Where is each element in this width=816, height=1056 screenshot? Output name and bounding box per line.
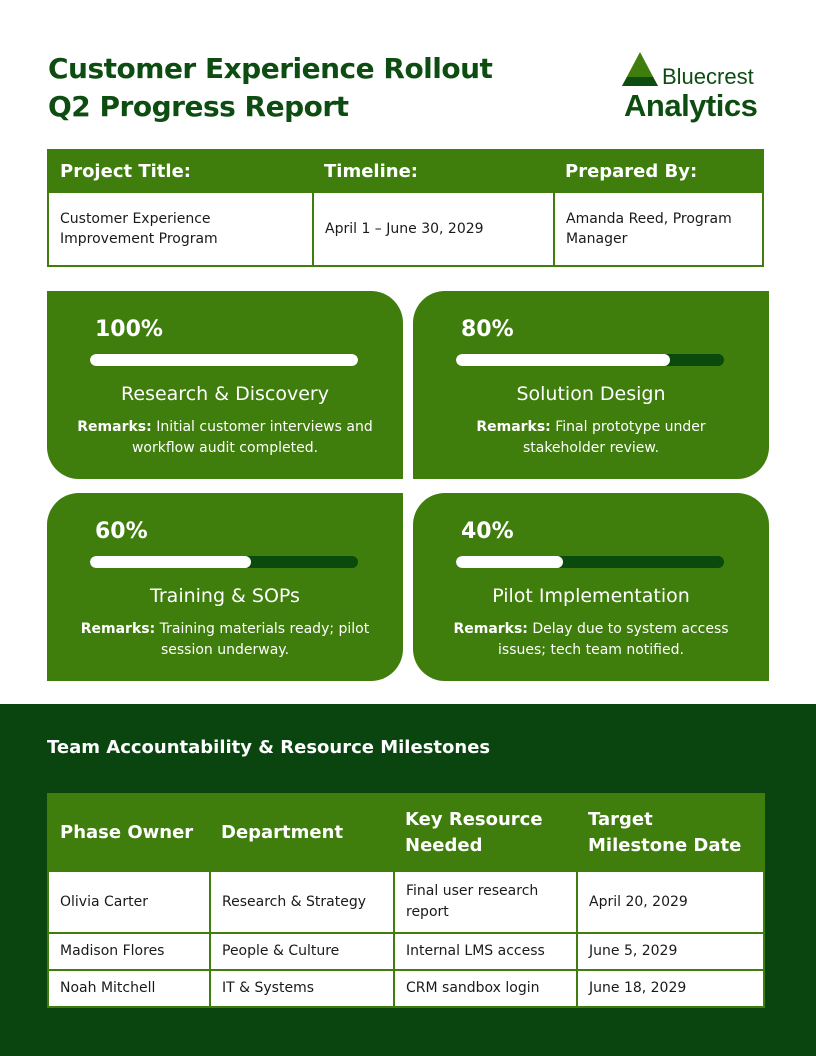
table-cell: Noah Mitchell — [47, 969, 211, 1008]
phase-name: Training & SOPs — [150, 585, 300, 607]
header-prepared-by: Prepared By: — [554, 150, 763, 192]
col-key-resource: Key Resource Needed — [394, 794, 577, 871]
page-title: Customer Experience Rollout Q2 Progress … — [48, 50, 493, 126]
phase-name: Research & Discovery — [121, 383, 329, 405]
title-line-2: Q2 Progress Report — [48, 90, 349, 123]
percent-label: 80% — [461, 317, 514, 342]
table-cell: People & Culture — [209, 932, 395, 971]
progress-fill — [456, 556, 564, 568]
table-cell: June 5, 2029 — [576, 932, 765, 971]
remarks: Remarks: Initial customer interviews and… — [71, 417, 379, 459]
progress-bar — [90, 556, 358, 568]
progress-bar — [90, 354, 358, 366]
remarks-text: Initial customer interviews and workflow… — [131, 419, 373, 456]
remarks-label: Remarks: — [476, 419, 551, 435]
prepared-by-value: Amanda Reed, Program Manager — [553, 191, 764, 267]
remarks-text: Training materials ready; pilot session … — [159, 621, 370, 658]
col-department: Department — [210, 794, 394, 871]
phase-card: 100% Research & Discovery Remarks: Initi… — [47, 291, 403, 479]
table-cell: Olivia Carter — [47, 870, 211, 934]
table-row: Olivia Carter Research & Strategy Final us… — [47, 870, 765, 934]
logo-text-bluecrest: Bluecrest — [662, 64, 754, 89]
percent-label: 60% — [95, 519, 148, 544]
logo-text-analytics: Analytics — [624, 88, 758, 123]
project-info-table: Project Title: Timeline: Prepared By: Cu… — [47, 149, 764, 267]
phase-name: Solution Design — [516, 383, 666, 405]
table-cell: June 18, 2029 — [576, 969, 765, 1008]
table-cell: CRM sandbox login — [393, 969, 578, 1008]
title-line-1: Customer Experience Rollout — [48, 52, 493, 85]
triangle-logo-icon — [622, 52, 658, 86]
progress-bar — [456, 354, 724, 366]
progress-bar — [456, 556, 724, 568]
remarks: Remarks: Delay due to system access issu… — [437, 619, 745, 661]
phase-card: 60% Training & SOPs Remarks: Training ma… — [47, 493, 403, 681]
timeline-value: April 1 – June 30, 2029 — [312, 191, 555, 267]
table-row: Madison Flores People & Culture Internal L… — [47, 932, 765, 971]
table-cell: Madison Flores — [47, 932, 211, 971]
remarks: Remarks: Training materials ready; pilot… — [71, 619, 379, 661]
percent-label: 40% — [461, 519, 514, 544]
table-cell: Final user research report — [393, 870, 578, 934]
phase-card: 40% Pilot Implementation Remarks: Delay … — [413, 493, 769, 681]
table-row: Noah Mitchell IT & Systems CRM sandbox log… — [47, 969, 765, 1008]
remarks-label: Remarks: — [80, 621, 156, 637]
remarks-text: Delay due to system access issues; tech … — [498, 621, 729, 658]
remarks: Remarks: Final prototype under stakehold… — [437, 417, 745, 459]
phase-card: 80% Solution Design Remarks: Final proto… — [413, 291, 769, 479]
progress-fill — [456, 354, 671, 366]
team-table: Phase Owner Department Key Resource Need… — [47, 793, 765, 1008]
remarks-text: Final prototype under stakeholder review… — [522, 419, 706, 456]
percent-label: 100% — [95, 317, 163, 342]
col-target-date: Target Milestone Date — [577, 794, 764, 871]
team-section: Team Accountability & Resource Milestone… — [0, 704, 816, 1056]
table-cell: IT & Systems — [209, 969, 395, 1008]
table-cell: April 20, 2029 — [576, 870, 765, 934]
col-phase-owner: Phase Owner — [48, 794, 210, 871]
progress-fill — [90, 556, 251, 568]
table-cell: Internal LMS access — [393, 932, 578, 971]
remarks-label: Remarks: — [453, 621, 528, 637]
project-title-value: Customer Experience Improvement Program — [47, 191, 314, 267]
header-project-title: Project Title: — [48, 150, 313, 192]
remarks-label: Remarks: — [77, 419, 152, 435]
phase-name: Pilot Implementation — [492, 585, 690, 607]
table-cell: Research & Strategy — [209, 870, 395, 934]
progress-fill — [90, 354, 358, 366]
section-heading: Team Accountability & Resource Milestone… — [47, 737, 491, 758]
header-timeline: Timeline: — [313, 150, 554, 192]
